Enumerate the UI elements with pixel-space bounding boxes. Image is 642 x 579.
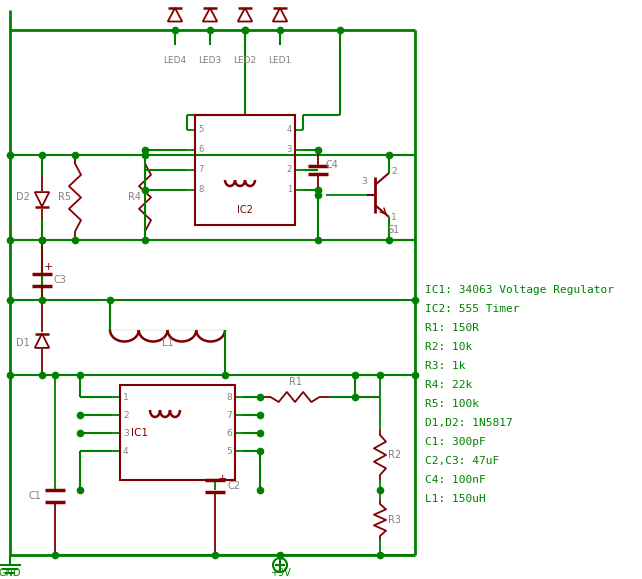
- Text: 5: 5: [226, 446, 232, 456]
- Text: 3: 3: [123, 428, 129, 438]
- Text: R2: 10k: R2: 10k: [425, 342, 473, 352]
- Text: L1: 150uH: L1: 150uH: [425, 494, 486, 504]
- Text: 1: 1: [123, 393, 129, 401]
- Text: C4: 100nF: C4: 100nF: [425, 475, 486, 485]
- Text: LED1: LED1: [268, 56, 291, 65]
- Text: 8: 8: [198, 185, 204, 195]
- Text: R3: 1k: R3: 1k: [425, 361, 465, 371]
- Text: GND: GND: [0, 568, 21, 578]
- Text: C1: C1: [28, 491, 41, 501]
- Text: 2: 2: [391, 167, 397, 175]
- Text: 8: 8: [226, 393, 232, 401]
- Text: R5: R5: [58, 192, 71, 203]
- Text: S1: S1: [387, 225, 399, 235]
- Text: IC1: 34063 Voltage Regulator: IC1: 34063 Voltage Regulator: [425, 285, 614, 295]
- Text: D1: D1: [16, 338, 30, 347]
- Bar: [195, 115, 295, 225]
- Text: C2,C3: 47uF: C2,C3: 47uF: [425, 456, 499, 466]
- Text: 5: 5: [198, 126, 204, 134]
- Text: 3: 3: [286, 145, 292, 155]
- Text: C3: C3: [54, 275, 67, 285]
- Text: L1: L1: [162, 338, 173, 348]
- Text: R4: 22k: R4: 22k: [425, 380, 473, 390]
- Text: D2: D2: [16, 192, 30, 203]
- Text: 3: 3: [361, 177, 367, 185]
- Text: 1: 1: [391, 212, 397, 222]
- Text: +: +: [218, 474, 227, 484]
- Text: 4: 4: [287, 126, 292, 134]
- Text: 6: 6: [198, 145, 204, 155]
- Text: R4: R4: [128, 192, 141, 203]
- Text: C1: 300pF: C1: 300pF: [425, 437, 486, 447]
- Text: IC2: 555 Timer: IC2: 555 Timer: [425, 304, 519, 314]
- Text: +: +: [44, 262, 53, 272]
- Bar: [120, 385, 235, 480]
- Text: IC1: IC1: [132, 427, 148, 438]
- Text: C4: C4: [326, 160, 339, 170]
- Text: 4: 4: [123, 446, 128, 456]
- Text: 1: 1: [287, 185, 292, 195]
- Text: R1: 150R: R1: 150R: [425, 323, 479, 333]
- Text: LED3: LED3: [198, 56, 221, 65]
- Text: LED4: LED4: [164, 56, 187, 65]
- Text: 7: 7: [198, 166, 204, 174]
- Text: 6: 6: [226, 428, 232, 438]
- Text: R2: R2: [388, 450, 401, 460]
- Text: R1: R1: [288, 377, 302, 387]
- Text: 2: 2: [287, 166, 292, 174]
- Text: 7: 7: [226, 411, 232, 420]
- Text: +9V: +9V: [270, 568, 290, 578]
- Text: R5: 100k: R5: 100k: [425, 399, 479, 409]
- Text: IC2: IC2: [237, 205, 253, 215]
- Text: C2: C2: [227, 481, 240, 491]
- Text: D1,D2: 1N5817: D1,D2: 1N5817: [425, 418, 513, 428]
- Text: R3: R3: [388, 515, 401, 525]
- Text: LED2: LED2: [234, 56, 257, 65]
- Text: 2: 2: [123, 411, 128, 420]
